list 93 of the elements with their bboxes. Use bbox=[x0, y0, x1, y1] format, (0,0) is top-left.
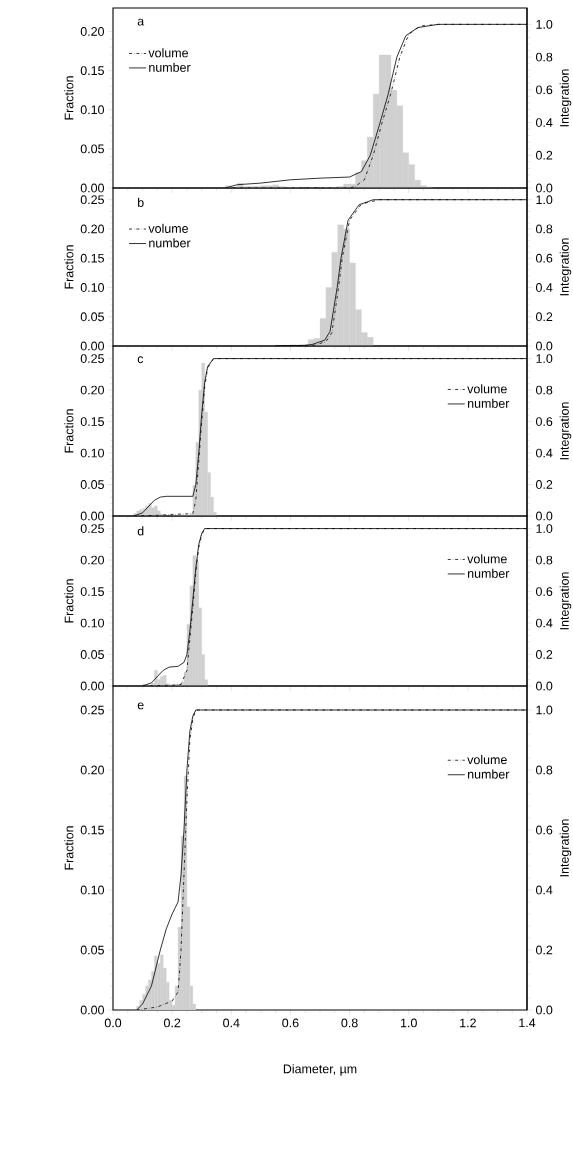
y-tick-label: 0.25 bbox=[80, 195, 104, 205]
y-tick-label: 0.10 bbox=[80, 618, 105, 628]
legend-label: volume bbox=[148, 223, 188, 233]
annotation: a bbox=[137, 18, 145, 26]
annotation: e bbox=[137, 702, 144, 710]
x-tick-label: 0.8 bbox=[341, 1018, 358, 1028]
y-axis-title: Fraction bbox=[64, 579, 74, 623]
y2-tick-label: 0.0 bbox=[535, 1005, 553, 1015]
y2-tick-label: 0.0 bbox=[535, 511, 553, 521]
y2-tick-label: 0.6 bbox=[535, 825, 553, 835]
y2-tick-label: 0.4 bbox=[535, 118, 553, 127]
y2-axis-title: Integration bbox=[559, 238, 572, 296]
y-tick-label: 0.15 bbox=[80, 587, 104, 596]
legend-label: volume bbox=[148, 48, 188, 58]
y-tick-label: 0.10 bbox=[80, 448, 105, 458]
legend-label: number bbox=[468, 398, 510, 408]
annotation: d bbox=[137, 526, 144, 536]
y2-tick-label: 1.0 bbox=[536, 195, 553, 205]
y2-tick-label: 0.8 bbox=[535, 555, 553, 565]
y2-tick-label: 0.6 bbox=[535, 417, 553, 426]
y2-tick-label: 0.8 bbox=[535, 52, 553, 62]
y-tick-label: 0.25 bbox=[80, 705, 104, 715]
y-tick-label: 0.00 bbox=[80, 511, 105, 521]
y2-tick-label: 0.8 bbox=[535, 765, 553, 775]
y-tick-label: 0.20 bbox=[80, 27, 105, 36]
y-tick-label: 0.00 bbox=[80, 1005, 105, 1015]
y2-tick-label: 1.0 bbox=[536, 354, 553, 363]
annotation: c bbox=[137, 356, 144, 364]
y-tick-label: 0.05 bbox=[80, 945, 104, 955]
y-tick-label: 0.20 bbox=[80, 385, 105, 395]
y2-tick-label: 0.4 bbox=[535, 618, 553, 628]
y-tick-label: 0.15 bbox=[80, 253, 104, 263]
y2-tick-label: 1.0 bbox=[536, 524, 553, 533]
y-tick-label: 0.10 bbox=[80, 283, 105, 292]
legend-label: number bbox=[468, 568, 510, 578]
y-tick-label: 0.20 bbox=[80, 765, 105, 775]
x-tick-label: 0.6 bbox=[282, 1018, 299, 1028]
y-tick-label: 0.05 bbox=[80, 650, 104, 659]
legend-label: volume bbox=[467, 384, 507, 394]
x-tick-label: 0.2 bbox=[163, 1018, 181, 1028]
y2-tick-label: 0.4 bbox=[535, 283, 553, 292]
y2-tick-label: 0.8 bbox=[535, 385, 553, 395]
y-tick-label: 0.00 bbox=[80, 681, 105, 691]
y-tick-label: 0.10 bbox=[80, 105, 105, 115]
y2-tick-label: 0.2 bbox=[535, 650, 553, 659]
y2-tick-label: 1.0 bbox=[536, 705, 553, 715]
y-axis-title: Fraction bbox=[64, 245, 74, 289]
x-tick-label: 1.2 bbox=[460, 1018, 476, 1028]
y2-tick-label: 1.0 bbox=[536, 19, 553, 29]
x-tick-label: 1.0 bbox=[401, 1018, 417, 1028]
y-tick-label: 0.25 bbox=[80, 354, 104, 363]
legend-label: number bbox=[149, 62, 191, 72]
y2-axis-title: Integration bbox=[559, 572, 572, 630]
y2-tick-label: 0.2 bbox=[535, 312, 553, 322]
y-axis-title: Fraction bbox=[64, 76, 74, 120]
x-axis-title: Diameter, µm bbox=[283, 1064, 357, 1076]
y-tick-label: 0.00 bbox=[80, 183, 105, 193]
y2-tick-label: 0.2 bbox=[535, 480, 553, 489]
y-tick-label: 0.25 bbox=[80, 524, 104, 533]
y-axis-title: Fraction bbox=[64, 409, 74, 453]
x-tick-label: 0.0 bbox=[104, 1018, 122, 1028]
y2-tick-label: 0.4 bbox=[535, 885, 553, 895]
y-tick-label: 0.05 bbox=[80, 312, 104, 322]
legend-label: volume bbox=[467, 754, 507, 765]
y-tick-label: 0.10 bbox=[80, 885, 105, 895]
annotation: b bbox=[138, 197, 144, 207]
y2-axis-title: Integration bbox=[559, 819, 572, 877]
y-tick-label: 0.20 bbox=[80, 555, 105, 565]
legend-label: number bbox=[149, 238, 191, 248]
y-tick-label: 0.20 bbox=[80, 224, 105, 234]
legend-label: volume bbox=[467, 554, 507, 564]
legend-label: number bbox=[468, 769, 510, 779]
y-tick-label: 0.15 bbox=[80, 66, 104, 76]
y2-tick-label: 0.8 bbox=[535, 224, 553, 234]
y2-tick-label: 0.0 bbox=[535, 681, 553, 691]
y-tick-label: 0.00 bbox=[80, 341, 105, 351]
y2-tick-label: 0.0 bbox=[535, 341, 553, 351]
y2-tick-label: 0.6 bbox=[535, 253, 553, 263]
y-tick-label: 0.15 bbox=[80, 417, 104, 426]
y2-axis-title: Integration bbox=[559, 69, 572, 127]
y2-tick-label: 0.4 bbox=[535, 448, 553, 458]
y2-tick-label: 0.2 bbox=[535, 945, 553, 955]
y2-tick-label: 0.6 bbox=[535, 85, 553, 95]
x-tick-label: 1.4 bbox=[519, 1018, 536, 1028]
x-tick-label: 0.4 bbox=[223, 1018, 240, 1028]
y-tick-label: 0.15 bbox=[80, 825, 104, 835]
y2-tick-label: 0.6 bbox=[535, 587, 553, 596]
y-axis-title: Fraction bbox=[64, 826, 74, 870]
y-tick-label: 0.05 bbox=[80, 480, 104, 489]
y2-axis-title: Integration bbox=[559, 402, 572, 460]
y2-tick-label: 0.0 bbox=[535, 183, 553, 193]
y-tick-label: 0.05 bbox=[80, 144, 104, 154]
y2-tick-label: 0.2 bbox=[535, 150, 553, 160]
